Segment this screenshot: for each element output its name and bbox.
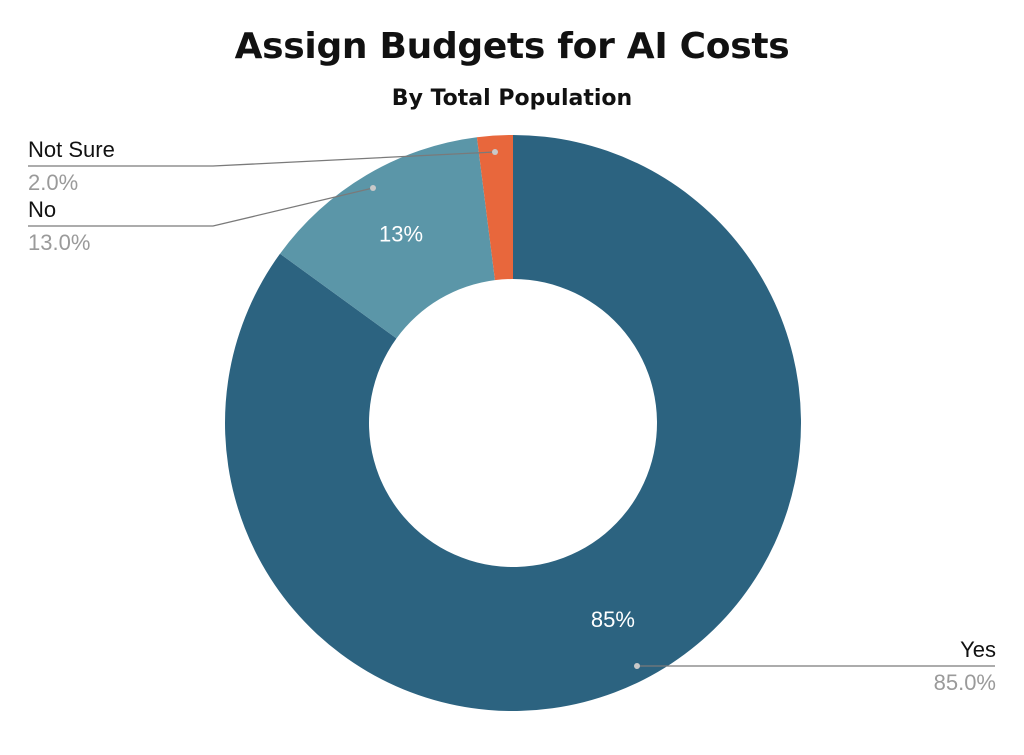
leader-line-not-sure: [28, 151, 496, 167]
leader-dot-not-sure: [492, 149, 498, 155]
slice-label-no: 13%: [379, 222, 423, 247]
callout-value-yes: 85.0%: [934, 670, 996, 695]
callout-value-not-sure: 2.0%: [28, 170, 78, 195]
slice-label-yes: 85%: [591, 607, 635, 632]
leader-dot-yes: [634, 663, 640, 669]
callout-value-no: 13.0%: [28, 230, 90, 255]
callout-label-no: No: [28, 197, 56, 222]
chart-subtitle: By Total Population: [391, 86, 633, 111]
callout-label-yes: Yes: [960, 637, 996, 662]
callout-label-not-sure: Not Sure: [28, 137, 115, 162]
slice-yes: [225, 135, 802, 711]
leader-dot-no: [370, 185, 376, 191]
leader-line-no: [28, 187, 374, 227]
slice-not-sure: [476, 135, 513, 281]
slice-no: [280, 137, 495, 339]
chart-title: Assign Budgets for AI Costs: [234, 26, 790, 67]
